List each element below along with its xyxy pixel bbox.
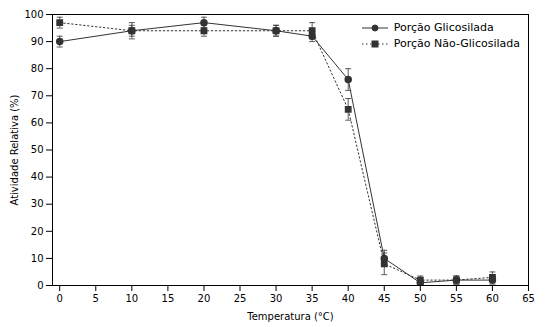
svg-text:35: 35 bbox=[306, 293, 319, 304]
svg-text:10: 10 bbox=[31, 253, 44, 264]
svg-text:60: 60 bbox=[31, 117, 44, 128]
svg-text:45: 45 bbox=[378, 293, 391, 304]
html-text:Porção Glicosilada: Porção Glicosilada bbox=[393, 21, 494, 34]
svg-text:10: 10 bbox=[125, 293, 138, 304]
svg-text:80: 80 bbox=[31, 63, 44, 74]
svg-text:20: 20 bbox=[31, 226, 44, 237]
html-text:Porção Não-Glicosilada: Porção Não-Glicosilada bbox=[393, 37, 520, 50]
svg-text:55: 55 bbox=[450, 293, 463, 304]
svg-text:100: 100 bbox=[24, 9, 43, 20]
svg-text:50: 50 bbox=[31, 144, 44, 155]
svg-text:Temperatura (°C): Temperatura (°C) bbox=[246, 311, 334, 322]
svg-text:65: 65 bbox=[522, 293, 535, 304]
svg-text:40: 40 bbox=[31, 171, 44, 182]
svg-text:90: 90 bbox=[31, 36, 44, 47]
svg-text:Atividade Relativa (%): Atividade Relativa (%) bbox=[9, 94, 20, 205]
svg-text:30: 30 bbox=[270, 293, 283, 304]
svg-text:40: 40 bbox=[342, 293, 355, 304]
svg-text:60: 60 bbox=[486, 293, 499, 304]
svg-text:25: 25 bbox=[234, 293, 247, 304]
svg-text:30: 30 bbox=[31, 198, 44, 209]
svg-text:0: 0 bbox=[57, 293, 63, 304]
svg-text:0: 0 bbox=[37, 280, 43, 291]
svg-text:20: 20 bbox=[198, 293, 211, 304]
svg-text:50: 50 bbox=[414, 293, 427, 304]
svg-text:5: 5 bbox=[93, 293, 99, 304]
svg-text:70: 70 bbox=[31, 90, 44, 101]
svg-text:15: 15 bbox=[162, 293, 175, 304]
